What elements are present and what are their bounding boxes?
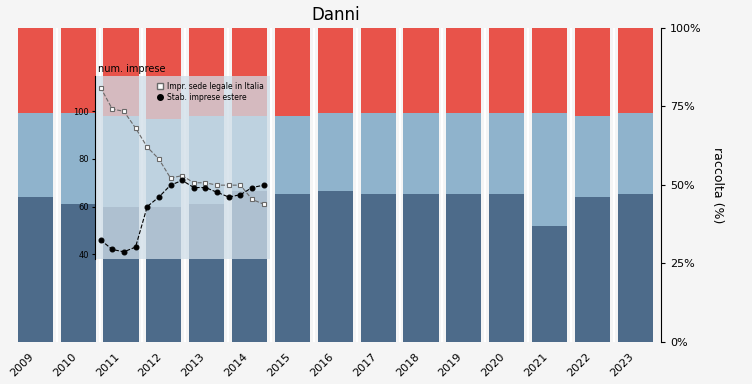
Bar: [18, 113, 53, 197]
Bar: [575, 197, 610, 342]
Bar: [361, 113, 396, 194]
Bar: [147, 119, 181, 207]
Bar: [361, 194, 396, 342]
Bar: [104, 116, 138, 207]
Bar: [18, 28, 53, 113]
Bar: [617, 113, 653, 194]
Bar: [18, 197, 53, 342]
Bar: [104, 207, 138, 342]
Bar: [61, 113, 96, 204]
Bar: [617, 194, 653, 342]
Bar: [232, 116, 267, 191]
Bar: [617, 28, 653, 113]
Bar: [403, 113, 438, 194]
Bar: [61, 204, 96, 342]
Bar: [318, 113, 353, 191]
Bar: [403, 28, 438, 113]
Bar: [361, 28, 396, 113]
Bar: [275, 28, 310, 116]
Bar: [575, 28, 610, 116]
Bar: [575, 116, 610, 197]
Bar: [232, 28, 267, 116]
Bar: [489, 194, 524, 342]
Bar: [190, 28, 224, 116]
Bar: [275, 194, 310, 342]
Bar: [489, 113, 524, 194]
Bar: [232, 191, 267, 342]
Legend: Impr. sede legale in Italia, Stab. imprese estere: Impr. sede legale in Italia, Stab. impre…: [155, 79, 265, 104]
Bar: [61, 28, 96, 113]
Title: Danni: Danni: [311, 5, 359, 23]
Bar: [446, 113, 481, 194]
Text: num. imprese: num. imprese: [99, 64, 165, 74]
Bar: [446, 194, 481, 342]
Bar: [532, 28, 567, 113]
Bar: [275, 116, 310, 194]
Bar: [489, 28, 524, 113]
Bar: [446, 28, 481, 113]
Bar: [147, 207, 181, 342]
Bar: [532, 113, 567, 225]
Bar: [190, 116, 224, 204]
Y-axis label: raccolta (%): raccolta (%): [711, 147, 724, 223]
Bar: [318, 191, 353, 342]
Bar: [532, 225, 567, 342]
Bar: [318, 28, 353, 113]
Bar: [147, 28, 181, 119]
Bar: [403, 194, 438, 342]
Bar: [190, 204, 224, 342]
Bar: [104, 28, 138, 116]
